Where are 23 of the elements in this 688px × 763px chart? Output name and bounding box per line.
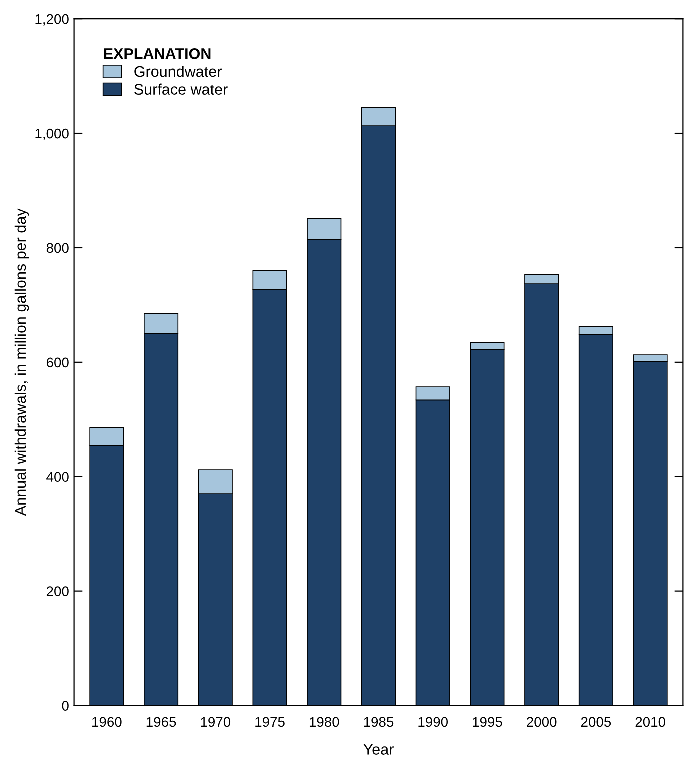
x-tick-label: 1965 (146, 717, 176, 728)
y-tick-label: 800 (46, 243, 69, 254)
x-tick-label: 2000 (527, 717, 557, 728)
x-axis-title: Year (364, 744, 394, 755)
y-tick-label: 200 (46, 586, 69, 596)
y-axis-title: Annual withdrawals, in million gallons per day (14, 208, 30, 516)
x-tick-label: 1960 (92, 717, 122, 728)
legend-label: Surface water (134, 84, 228, 95)
x-tick-label: 1990 (418, 717, 448, 728)
x-tick-label: 1995 (473, 717, 502, 728)
x-tick-label: 1985 (364, 717, 394, 728)
x-tick-label: 2005 (581, 717, 612, 728)
y-tick-label: 1,200 (36, 14, 69, 26)
y-tick-label: 400 (46, 472, 69, 482)
x-tick-label: 1975 (256, 717, 285, 728)
y-tick-label: 0 (62, 701, 69, 711)
y-tick-label: 1,000 (36, 128, 69, 140)
y-tick-label: 600 (46, 358, 69, 368)
x-tick-label: 2010 (636, 717, 666, 728)
x-tick-label: 1980 (310, 717, 340, 728)
legend-label: Groundwater (134, 66, 222, 78)
x-tick-label: 1970 (201, 717, 231, 728)
legend-title: EXPLANATION (104, 48, 211, 60)
